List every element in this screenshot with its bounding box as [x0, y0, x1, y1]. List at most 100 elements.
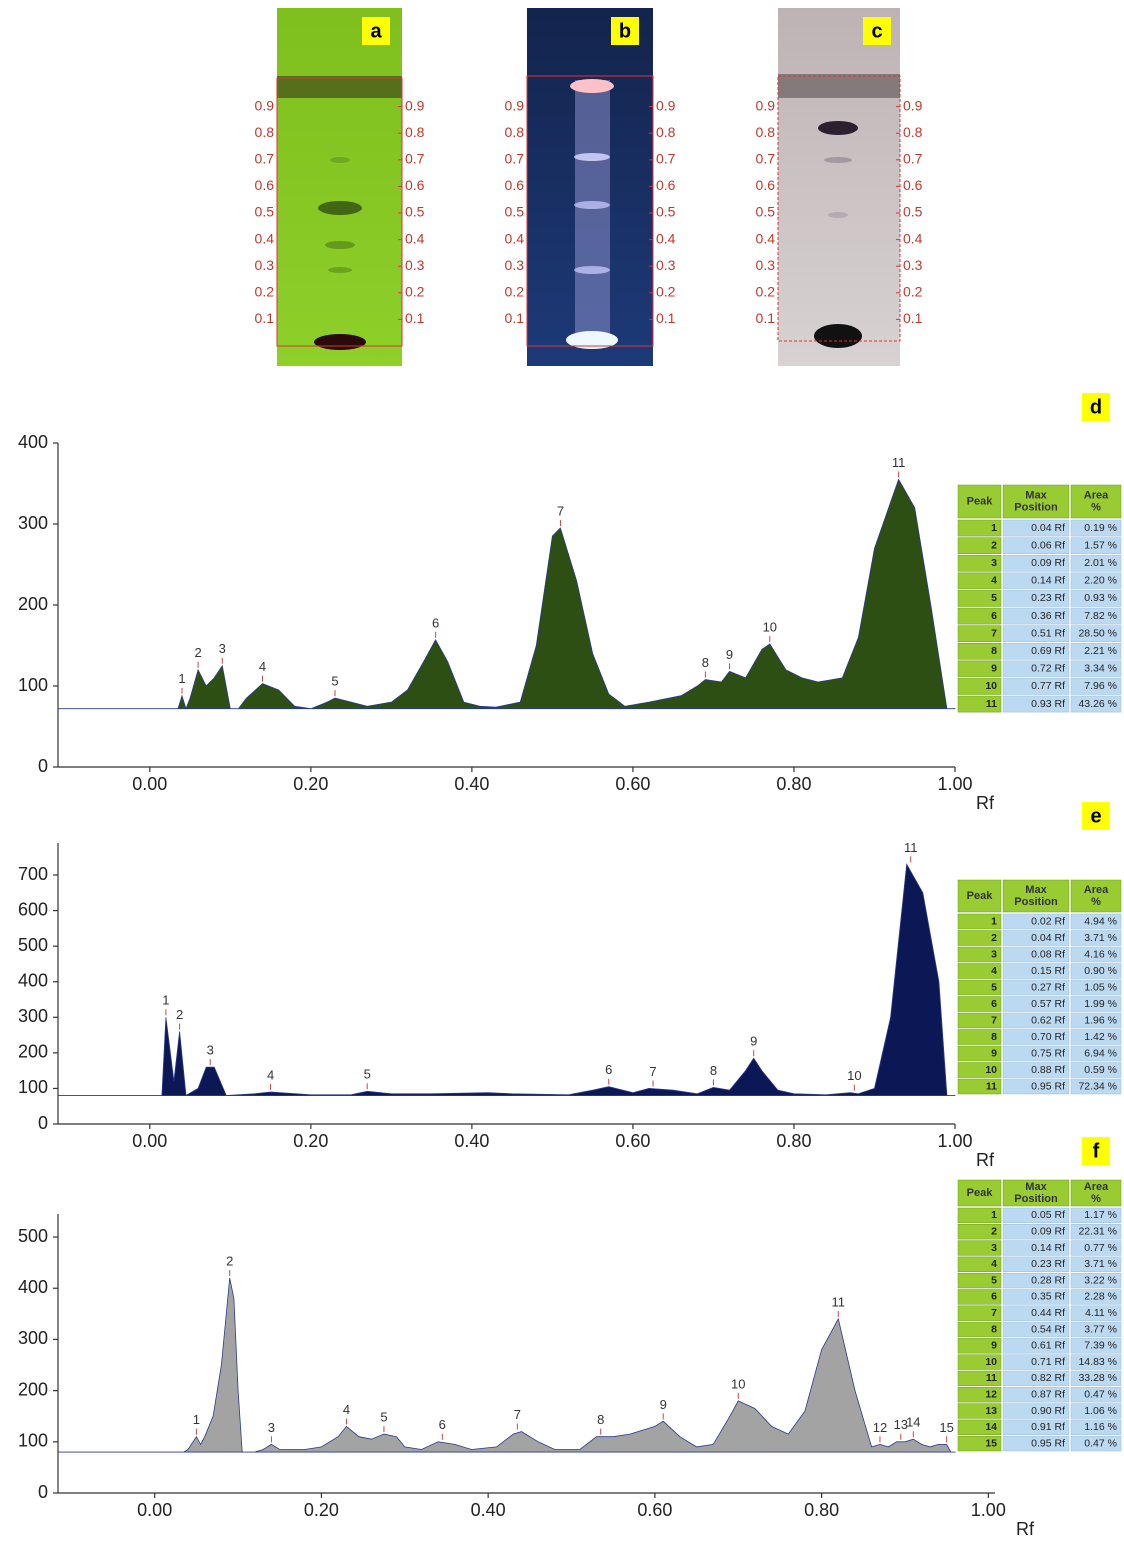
- table-text: 0.51 Rf: [1031, 627, 1065, 639]
- peak-label: 2: [226, 1253, 233, 1268]
- table-text: 0.27 Rf: [1031, 981, 1065, 993]
- peak-label: 8: [702, 655, 709, 670]
- table-text: 0.69 Rf: [1031, 645, 1065, 657]
- peak-label: 1: [193, 1412, 200, 1427]
- table-text: 43.26 %: [1078, 698, 1117, 710]
- table-text: 0.23 Rf: [1031, 1258, 1065, 1270]
- y-tick-label: 700: [18, 864, 48, 884]
- peak-label: 5: [364, 1067, 371, 1082]
- rf-tick-label: 0.3: [903, 257, 923, 273]
- table-text: 12: [985, 1388, 997, 1400]
- x-tick-label: 0.00: [132, 774, 167, 794]
- rf-tick-label: 0.1: [903, 310, 923, 326]
- table-text: 1.57 %: [1084, 539, 1117, 551]
- table-text: 2: [991, 1225, 997, 1237]
- peak-label: 15: [939, 1420, 953, 1435]
- plate-c: [778, 8, 900, 366]
- table-text: 9: [991, 1340, 997, 1352]
- table-text: 28.50 %: [1078, 627, 1117, 639]
- peak-label: 4: [259, 659, 266, 674]
- table-text: 9: [991, 1047, 997, 1059]
- table-text: 0.59 %: [1084, 1064, 1117, 1076]
- table-text: 6: [991, 1291, 997, 1303]
- peak-label: 8: [597, 1412, 604, 1427]
- x-tick-label: 0.00: [132, 1131, 167, 1151]
- y-tick-label: 200: [18, 1379, 48, 1399]
- y-tick-label: 600: [18, 899, 48, 919]
- table-text: 0.28 Rf: [1031, 1274, 1065, 1286]
- rf-tick-label: 0.3: [756, 257, 776, 273]
- x-tick-label: 0.60: [615, 774, 650, 794]
- table-text: 0.93 Rf: [1031, 698, 1065, 710]
- y-tick-label: 300: [18, 1328, 48, 1348]
- x-axis-label: Rf: [976, 1150, 995, 1170]
- plate-b: [527, 8, 653, 366]
- rf-tick-label: 0.6: [405, 177, 425, 193]
- table-header: Max: [1025, 884, 1047, 896]
- table-text: 14.83 %: [1078, 1356, 1117, 1368]
- table-text: 14: [985, 1421, 997, 1433]
- rf-tick-label: 0.2: [505, 284, 525, 300]
- peak-label: 3: [268, 1420, 275, 1435]
- table-text: 2: [991, 932, 997, 944]
- table-text: 0.04 Rf: [1031, 522, 1065, 534]
- rf-tick-label: 0.7: [756, 151, 776, 167]
- peak-label: 7: [557, 503, 564, 518]
- rf-tick-label: 0.3: [505, 257, 525, 273]
- table-text: 0.70 Rf: [1031, 1031, 1065, 1043]
- table-header: %: [1091, 896, 1101, 908]
- table-header: Area: [1084, 1181, 1109, 1193]
- peak-label: 7: [514, 1407, 521, 1422]
- table-text: 0.54 Rf: [1031, 1323, 1065, 1335]
- table-header: Position: [1014, 896, 1058, 908]
- table-text: 4.94 %: [1084, 915, 1117, 927]
- x-tick-label: 0.80: [776, 774, 811, 794]
- rf-tick-label: 0.9: [756, 97, 776, 113]
- peak-label: 5: [380, 1410, 387, 1425]
- table-text: 13: [985, 1405, 997, 1417]
- rf-tick-label: 0.2: [255, 284, 275, 300]
- peak-label: 7: [649, 1064, 656, 1079]
- rf-tick-label: 0.4: [903, 230, 923, 246]
- table-text: 8: [991, 1323, 997, 1335]
- table-text: 1.06 %: [1084, 1405, 1117, 1417]
- table-text: 4.11 %: [1085, 1307, 1117, 1319]
- peak-label: 11: [832, 1294, 846, 1309]
- rf-tick-label: 0.8: [903, 124, 923, 140]
- rf-tick-label: 0.1: [255, 310, 275, 326]
- y-tick-label: 100: [18, 1077, 48, 1097]
- table-text: 33.28 %: [1078, 1372, 1117, 1384]
- rf-tick-label: 0.5: [505, 204, 525, 220]
- table-text: 7: [991, 627, 997, 639]
- rf-tick-label: 0.2: [405, 284, 425, 300]
- rf-tick-label: 0.9: [903, 97, 923, 113]
- table-text: 1.16 %: [1084, 1421, 1117, 1433]
- table-text: 2.21 %: [1084, 645, 1117, 657]
- peak-label: 10: [763, 619, 777, 634]
- table-text: 0.04 Rf: [1031, 932, 1065, 944]
- peak-label: 10: [731, 1376, 745, 1391]
- table-text: 3: [991, 948, 997, 960]
- rf-tick-label: 0.6: [656, 177, 676, 193]
- y-tick-label: 200: [18, 594, 48, 614]
- table-text: 5: [991, 1274, 997, 1286]
- peak-label: 9: [660, 1397, 667, 1412]
- panel-label: c: [871, 20, 882, 42]
- table-text: 0.71 Rf: [1031, 1356, 1065, 1368]
- y-tick-label: 100: [18, 1431, 48, 1451]
- table-header: Position: [1014, 501, 1058, 513]
- rf-tick-label: 0.9: [656, 97, 676, 113]
- rf-tick-label: 0.8: [405, 124, 425, 140]
- rf-tick-label: 0.7: [405, 151, 425, 167]
- table-header: Max: [1025, 1181, 1047, 1193]
- table-text: 0.08 Rf: [1031, 948, 1065, 960]
- table-text: 0.87 Rf: [1031, 1388, 1065, 1400]
- table-text: 10: [985, 1064, 997, 1076]
- table-text: 3.71 %: [1084, 1258, 1117, 1270]
- table-text: 7: [991, 1307, 997, 1319]
- rf-tick-label: 0.5: [756, 204, 776, 220]
- table-text: 2.28 %: [1084, 1291, 1117, 1303]
- table-text: 0.82 Rf: [1031, 1372, 1065, 1384]
- table-text: 0.91 Rf: [1031, 1421, 1065, 1433]
- table-text: 0.47 %: [1084, 1437, 1117, 1449]
